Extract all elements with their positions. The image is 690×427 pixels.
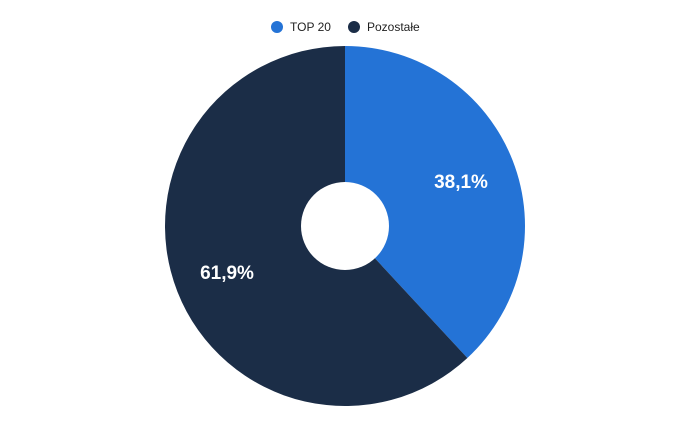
legend-marker-top-20[interactable] — [271, 21, 283, 33]
slice-label-top-20: 38,1% — [434, 172, 488, 193]
donut-hole — [301, 182, 389, 270]
legend-label-pozostale[interactable]: Pozostałe — [367, 20, 420, 34]
legend-label-top-20[interactable]: TOP 20 — [290, 20, 331, 34]
slice-top-20[interactable] — [345, 46, 525, 358]
legend-marker-pozostale[interactable] — [348, 21, 360, 33]
slice-label-pozostale: 61,9% — [200, 263, 254, 284]
chart-legend: TOP 20 Pozostałe — [271, 20, 420, 34]
slice-labels: 38,1% 61,9% — [200, 172, 488, 284]
